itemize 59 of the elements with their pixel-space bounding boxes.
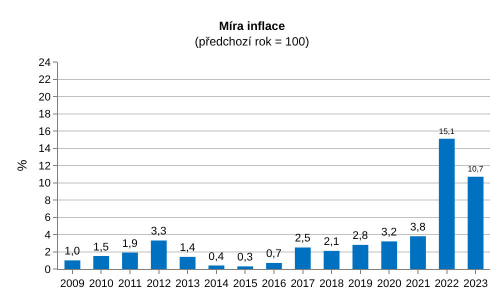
data-label: 3,3 bbox=[150, 226, 166, 238]
y-tick-label: 20 bbox=[38, 91, 51, 104]
bar bbox=[122, 252, 138, 269]
data-label: 3,8 bbox=[410, 221, 426, 234]
x-tick-label: 2022 bbox=[434, 278, 460, 290]
bar bbox=[294, 247, 311, 269]
bar bbox=[352, 244, 368, 269]
chart-title: Míra inflace bbox=[218, 18, 286, 33]
y-tick-label: 12 bbox=[38, 160, 51, 172]
bar bbox=[237, 266, 254, 269]
data-label: 2,8 bbox=[352, 230, 368, 242]
x-tick-label: 2017 bbox=[290, 278, 316, 290]
y-tick-label: 22 bbox=[38, 74, 51, 86]
y-tick-label: 18 bbox=[38, 108, 51, 121]
data-label: 0,7 bbox=[266, 248, 282, 260]
y-tick-label: 24 bbox=[38, 56, 51, 69]
y-tick-label: 0 bbox=[44, 264, 51, 276]
x-tick-label: 2011 bbox=[118, 278, 142, 290]
x-tick-label: 2023 bbox=[463, 278, 488, 290]
bar bbox=[208, 266, 224, 269]
x-tick-label: 2012 bbox=[146, 278, 172, 290]
data-label: 1,0 bbox=[64, 246, 80, 258]
bar bbox=[266, 262, 282, 269]
bar bbox=[64, 260, 80, 269]
chart-subtitle: (předchozí rok = 100) bbox=[194, 34, 310, 48]
bar bbox=[410, 236, 426, 269]
x-tick-label: 2010 bbox=[88, 278, 114, 290]
x-tick-label: 2019 bbox=[348, 278, 373, 290]
x-tick-label: 2013 bbox=[175, 278, 200, 290]
y-tick-label: 2 bbox=[44, 246, 51, 259]
y-tick-label: 4 bbox=[44, 229, 51, 242]
data-label: 3,2 bbox=[381, 226, 397, 239]
bar bbox=[324, 250, 340, 269]
data-label: 2,1 bbox=[324, 236, 340, 248]
y-tick-label: 14 bbox=[38, 143, 51, 156]
x-tick-label: 2016 bbox=[262, 278, 286, 290]
data-label: 2,5 bbox=[294, 232, 310, 245]
data-label: 1,4 bbox=[180, 242, 196, 254]
x-tick-label: 2015 bbox=[232, 278, 258, 290]
bar bbox=[438, 138, 455, 269]
data-label: 0,4 bbox=[208, 250, 224, 263]
y-tick-label: 10 bbox=[38, 178, 51, 190]
x-tick-label: 2021 bbox=[406, 278, 430, 290]
x-tick-label: 2020 bbox=[376, 278, 402, 290]
bar bbox=[381, 241, 398, 269]
x-tick-label: 2018 bbox=[319, 278, 344, 290]
data-label: 1,9 bbox=[122, 238, 138, 250]
bar bbox=[93, 256, 110, 269]
bar bbox=[150, 240, 167, 269]
y-tick-label: 8 bbox=[44, 194, 51, 207]
y-tick-label: 16 bbox=[38, 126, 51, 138]
y-tick-label: 6 bbox=[44, 212, 51, 224]
y-axis-title: % bbox=[14, 159, 30, 172]
data-label: 1,5 bbox=[93, 241, 109, 254]
data-label: 0,3 bbox=[237, 252, 253, 264]
x-tick-label: 2009 bbox=[60, 278, 85, 290]
bar bbox=[468, 176, 484, 269]
x-tick-label: 2014 bbox=[204, 278, 229, 290]
bar bbox=[180, 256, 196, 269]
